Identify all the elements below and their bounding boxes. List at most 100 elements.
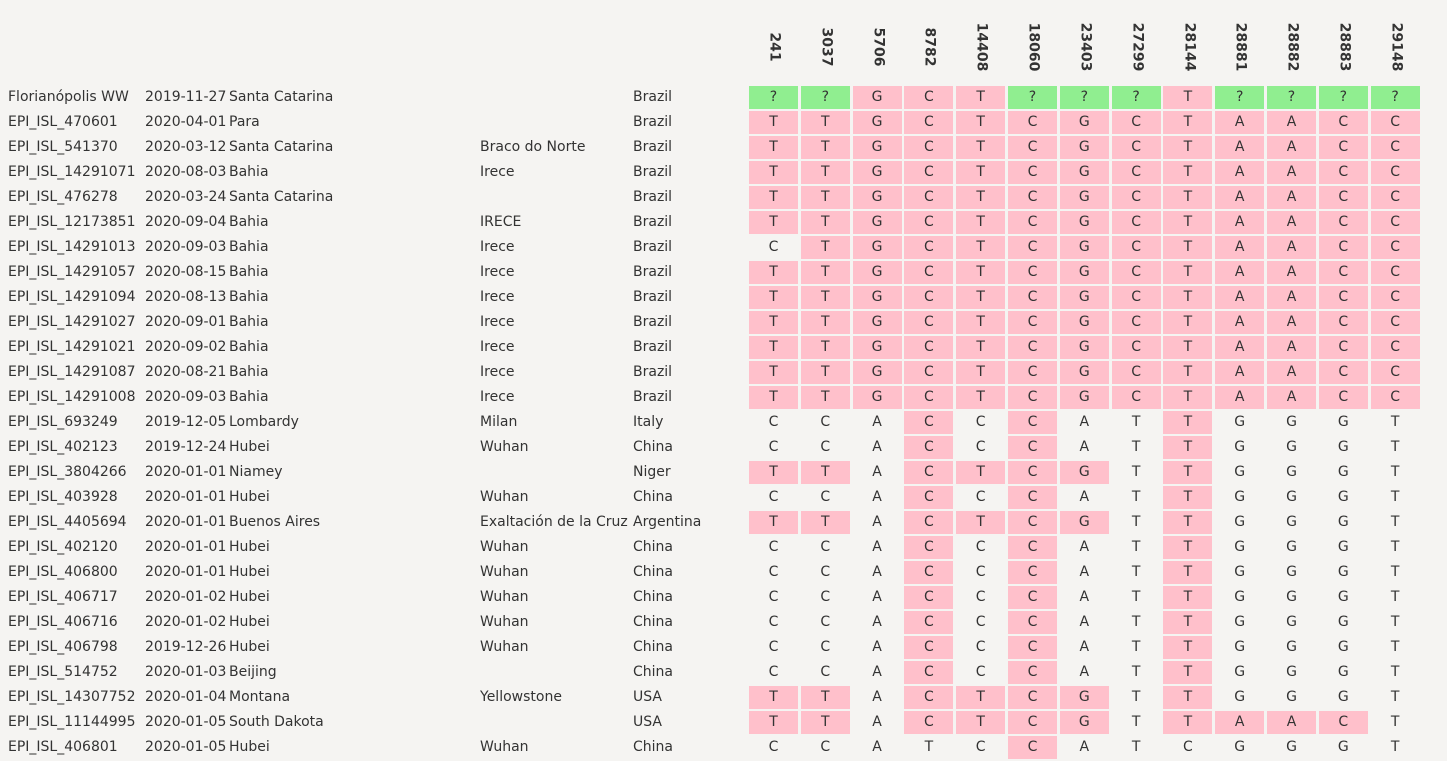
base-cell: C bbox=[1318, 286, 1368, 309]
base-cell: T bbox=[1131, 614, 1141, 630]
position-label: 3037 bbox=[818, 27, 835, 67]
base-cell: A bbox=[1267, 261, 1316, 284]
city: Irece bbox=[480, 239, 515, 255]
base-cell: A bbox=[1267, 286, 1316, 309]
base-cell: G bbox=[1059, 161, 1109, 184]
sample-id: EPI_ISL_12173851 bbox=[8, 214, 136, 230]
base-cell: T bbox=[1390, 564, 1400, 580]
base-cell: G bbox=[1059, 136, 1109, 159]
base-cell: A bbox=[1215, 186, 1265, 209]
base-cell: A bbox=[1267, 311, 1316, 334]
sample-id: EPI_ISL_406798 bbox=[8, 639, 118, 655]
position-header: 28882 bbox=[1267, 16, 1318, 78]
country: China bbox=[633, 589, 673, 605]
base-cell: T bbox=[1390, 639, 1400, 655]
city: Wuhan bbox=[480, 539, 529, 555]
base-cell: C bbox=[1370, 311, 1420, 334]
base-cell: A bbox=[1267, 186, 1316, 209]
base-cell: T bbox=[1131, 464, 1141, 480]
base-cell: C bbox=[1008, 436, 1057, 459]
base-cell: C bbox=[1008, 561, 1057, 584]
base-cell: T bbox=[800, 711, 850, 734]
base-cell: T bbox=[1163, 386, 1213, 409]
position-label: 18060 bbox=[1025, 22, 1042, 72]
base-cell: T bbox=[749, 686, 798, 709]
base-cell: C bbox=[1111, 161, 1161, 184]
base-cell: T bbox=[1163, 286, 1213, 309]
collection-date: 2020-09-04 bbox=[145, 214, 227, 230]
position-label: 28881 bbox=[1232, 22, 1249, 72]
region: Para bbox=[229, 114, 260, 130]
base-cell: T bbox=[956, 111, 1006, 134]
sample-id: EPI_ISL_403928 bbox=[8, 489, 118, 505]
region: Hubei bbox=[229, 539, 270, 555]
country: Brazil bbox=[633, 214, 673, 230]
region: South Dakota bbox=[229, 714, 324, 730]
base-cell: T bbox=[800, 136, 850, 159]
table-row: EPI_ISL_14291087 2020-08-21 Bahia Irece Braz… bbox=[0, 360, 1447, 384]
base-cell: C bbox=[768, 614, 779, 630]
table-row: EPI_ISL_406801 2020-01-05 Hubei Wuhan China C… bbox=[0, 735, 1447, 759]
collection-date: 2020-09-01 bbox=[145, 314, 227, 330]
base-cell: T bbox=[1131, 439, 1141, 455]
base-cell: T bbox=[800, 261, 850, 284]
base-cell: C bbox=[1111, 336, 1161, 359]
base-cell: A bbox=[1215, 336, 1265, 359]
collection-date: 2020-08-21 bbox=[145, 364, 227, 380]
table-row: EPI_ISL_14307752 2020-01-04 Montana Yellows… bbox=[0, 685, 1447, 709]
base-cell: G bbox=[1286, 464, 1297, 480]
region: Santa Catarina bbox=[229, 139, 334, 155]
base-cell: A bbox=[1079, 589, 1090, 605]
base-cell: T bbox=[956, 186, 1006, 209]
base-cell: A bbox=[872, 439, 882, 455]
country: Brazil bbox=[633, 189, 673, 205]
base-cell: A bbox=[872, 489, 882, 505]
position-label: 28882 bbox=[1284, 22, 1301, 72]
base-cell: C bbox=[1318, 386, 1368, 409]
country: Brazil bbox=[633, 239, 673, 255]
region: Bahia bbox=[229, 239, 269, 255]
base-cell: C bbox=[820, 539, 831, 555]
base-cell: ? bbox=[1008, 86, 1057, 109]
position-header: 28144 bbox=[1163, 16, 1214, 78]
base-cell: T bbox=[749, 711, 798, 734]
base-cell: A bbox=[1215, 711, 1265, 734]
base-cell: T bbox=[800, 386, 850, 409]
collection-date: 2020-01-02 bbox=[145, 589, 227, 605]
base-cell: T bbox=[800, 186, 850, 209]
collection-date: 2020-01-03 bbox=[145, 664, 227, 680]
base-cell: T bbox=[1390, 664, 1400, 680]
base-cell: C bbox=[1008, 736, 1057, 759]
base-cell: C bbox=[768, 589, 779, 605]
position-label: 8782 bbox=[921, 27, 938, 67]
base-cell: G bbox=[1234, 539, 1246, 555]
base-cell: C bbox=[904, 161, 954, 184]
base-cell: G bbox=[852, 111, 902, 134]
region: Bahia bbox=[229, 264, 269, 280]
position-header: 18060 bbox=[1008, 16, 1059, 78]
base-cell: T bbox=[924, 739, 934, 755]
city: Yellowstone bbox=[480, 689, 562, 705]
sample-id: Florianópolis WW bbox=[8, 89, 129, 105]
base-cell: G bbox=[1059, 361, 1109, 384]
base-cell: C bbox=[1111, 311, 1161, 334]
base-cell: T bbox=[800, 161, 850, 184]
position-label: 28144 bbox=[1180, 22, 1197, 72]
base-cell: C bbox=[1008, 461, 1057, 484]
base-cell: ? bbox=[1111, 86, 1161, 109]
position-header: 5706 bbox=[853, 16, 904, 78]
country: China bbox=[633, 664, 673, 680]
base-cell: A bbox=[1215, 111, 1265, 134]
base-cell: G bbox=[1286, 664, 1297, 680]
base-cell: G bbox=[852, 261, 902, 284]
city: Wuhan bbox=[480, 589, 529, 605]
base-cell: T bbox=[1390, 589, 1400, 605]
country: China bbox=[633, 539, 673, 555]
country: Brazil bbox=[633, 139, 673, 155]
base-cell: T bbox=[956, 286, 1006, 309]
base-cell: T bbox=[1163, 111, 1213, 134]
base-cell: G bbox=[1059, 236, 1109, 259]
base-cell: G bbox=[1337, 464, 1349, 480]
collection-date: 2019-12-26 bbox=[145, 639, 227, 655]
base-cell: A bbox=[1079, 639, 1090, 655]
